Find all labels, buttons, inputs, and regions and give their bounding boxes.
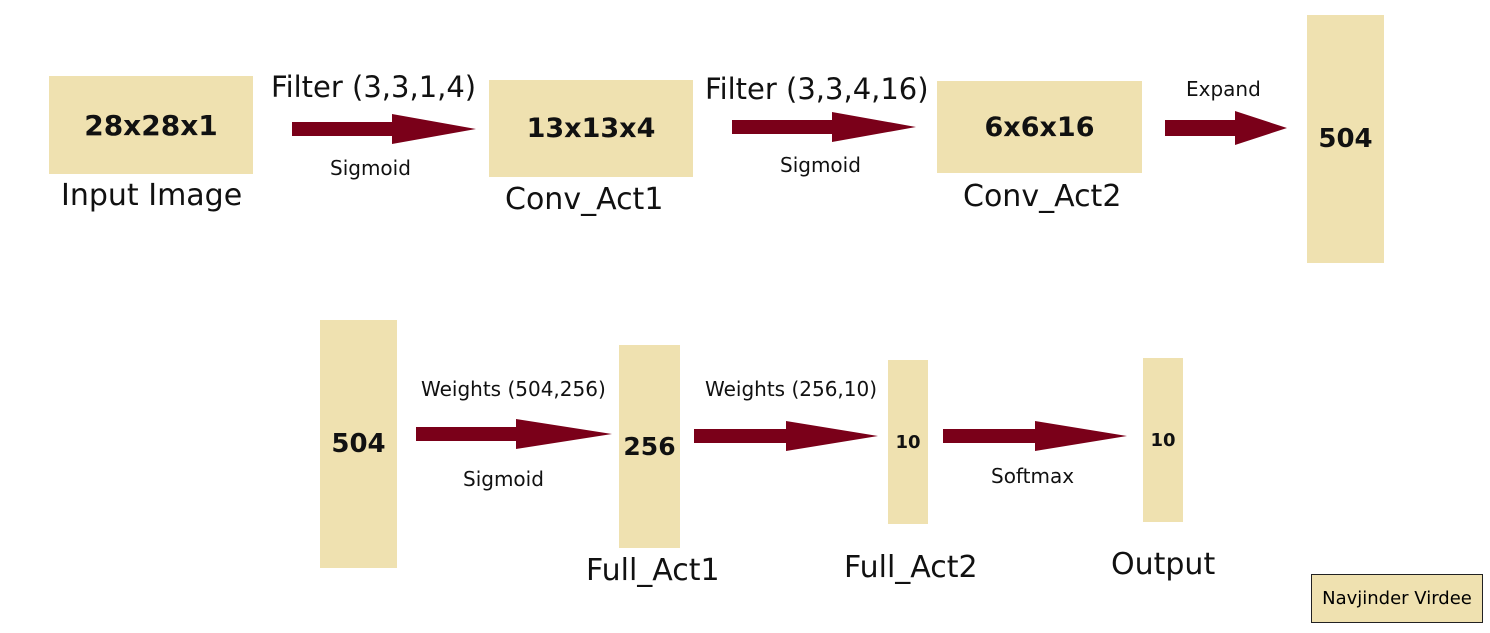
full-act1-node: 256 (619, 345, 680, 548)
input-image-caption: Input Image (61, 178, 243, 213)
input-image-node: 28x28x1 (49, 76, 253, 174)
author-credit-text: Navjinder Virdee (1322, 588, 1472, 609)
conv-act2-caption: Conv_Act2 (963, 179, 1122, 214)
flatten-top-node: 504 (1307, 15, 1384, 263)
edge3-arrow-shape (1165, 111, 1287, 145)
edge2-filter-label: Filter (3,3,4,16) (705, 72, 929, 106)
edge1-activation-label: Sigmoid (330, 156, 411, 180)
edge2-arrow-shape (732, 112, 916, 142)
edge4-weights-label: Weights (504,256) (421, 377, 606, 401)
edge4-activation-label: Sigmoid (463, 467, 544, 491)
edge3-expand-label: Expand (1186, 77, 1261, 101)
conv-act1-node: 13x13x4 (489, 80, 693, 177)
full-act1-size: 256 (623, 432, 676, 461)
edge2-activation-label: Sigmoid (780, 153, 861, 177)
edge1-arrow-shape (292, 114, 476, 144)
edge5-arrow-shape (694, 421, 878, 451)
full-act2-size: 10 (895, 431, 921, 453)
edge1-arrow (292, 114, 476, 144)
edge6-softmax-label: Softmax (991, 464, 1075, 488)
edge1-filter-label: Filter (3,3,1,4) (271, 70, 477, 104)
conv-act2-node: 6x6x16 (937, 81, 1142, 173)
edge5-weights-label: Weights (256,10) (705, 377, 878, 401)
conv-act1-caption: Conv_Act1 (505, 182, 664, 217)
input-image-size: 28x28x1 (84, 108, 218, 142)
conv-act1-size: 13x13x4 (526, 113, 656, 144)
full-act2-node: 10 (888, 360, 928, 524)
flatten-bottom-node: 504 (320, 320, 397, 568)
output-caption: Output (1111, 547, 1216, 582)
conv-act2-size: 6x6x16 (984, 111, 1095, 143)
edge3-arrow (1165, 111, 1287, 145)
output-size: 10 (1150, 429, 1176, 451)
output-node: 10 (1143, 358, 1183, 522)
edge6-arrow-shape (943, 421, 1127, 451)
edge2-arrow (732, 112, 916, 142)
edge4-arrow-shape (416, 419, 612, 449)
author-credit: Navjinder Virdee (1311, 574, 1483, 623)
full-act1-caption: Full_Act1 (586, 553, 720, 588)
edge6-arrow (943, 421, 1127, 451)
flatten-bottom-size: 504 (331, 429, 386, 459)
edge5-arrow (694, 421, 878, 451)
edge4-arrow (416, 419, 612, 449)
full-act2-caption: Full_Act2 (844, 550, 978, 585)
flatten-top-size: 504 (1318, 124, 1373, 154)
